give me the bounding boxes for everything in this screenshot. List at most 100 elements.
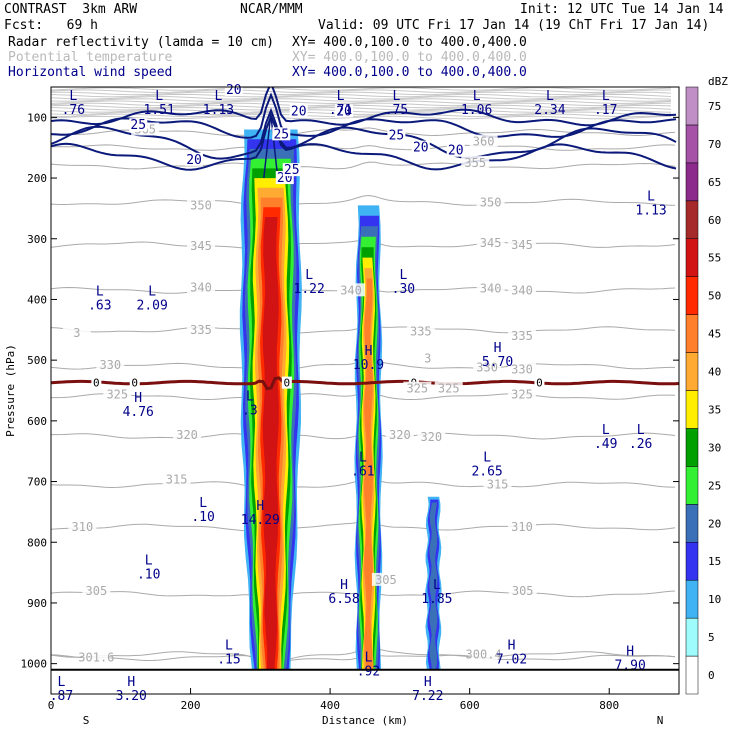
zero-line-label: 0 xyxy=(93,377,100,390)
y-axis-title: Pressure (hPa) xyxy=(4,344,17,437)
north-label: N xyxy=(657,714,664,727)
extremum-value: 1.13 xyxy=(203,103,234,118)
extremum-value: 1.22 xyxy=(294,282,325,297)
colorbar-swatch-75 xyxy=(685,86,699,126)
reflectivity-band-45dbz xyxy=(364,278,373,670)
theta-label: 301.6 xyxy=(78,651,114,665)
theta-label-bg xyxy=(103,387,132,401)
extremum-value: .10 xyxy=(191,510,214,525)
plot-frame xyxy=(50,86,680,695)
wind-speed-label: 20 xyxy=(448,144,464,159)
colorbar-swatch-70 xyxy=(685,124,699,164)
theta-label-bg xyxy=(508,283,536,297)
model-title: CONTRAST 3km ARW xyxy=(4,2,138,17)
theta-label-bg xyxy=(476,235,505,249)
y-tick-label: 200 xyxy=(27,172,47,185)
theta-label-bg xyxy=(469,134,498,148)
low-marker: L xyxy=(148,285,156,300)
theta-label: 335 xyxy=(190,323,212,337)
colorbar-label: 30 xyxy=(708,441,721,454)
colorbar-swatch-50 xyxy=(685,276,699,315)
low-marker: L xyxy=(58,675,66,690)
org-label: NCAR/MMM xyxy=(240,2,303,17)
theta-label-bg xyxy=(187,198,216,212)
extremum-value: 14.29 xyxy=(241,513,280,528)
low-marker: L xyxy=(392,89,400,104)
wind-speed-label: 25 xyxy=(273,127,289,142)
x-tick-label: 800 xyxy=(599,699,619,712)
theta-label: 350 xyxy=(480,195,502,209)
theta-label: 310 xyxy=(72,520,94,534)
colorbar-label: 45 xyxy=(708,328,721,341)
theta-label: 325 xyxy=(406,382,428,396)
colorbar-unit: dBZ xyxy=(708,75,728,88)
colorbar-swatch-25 xyxy=(685,466,699,505)
wind-contour-20 xyxy=(51,107,677,160)
theta-label: 330 xyxy=(99,358,121,372)
low-marker: L xyxy=(305,268,313,283)
theta-label-bg xyxy=(68,520,97,534)
field-xy-theta: XY= 400.0,100.0 to 400.0,400.0 xyxy=(292,50,527,65)
extremum-value: 7.22 xyxy=(412,689,443,704)
wind-speed-label: 20 xyxy=(186,153,202,168)
zero-label-bg xyxy=(534,376,545,389)
extremum-value: .71 xyxy=(329,103,352,118)
x-tick-label: 400 xyxy=(320,699,340,712)
wind-contour-spike xyxy=(263,114,279,179)
theta-label-bg xyxy=(187,280,216,294)
theta-label: 305 xyxy=(512,584,534,598)
wind-label-bg xyxy=(289,104,308,118)
x-axis-title: Distance (km) xyxy=(322,714,408,727)
theta-label: 335 xyxy=(410,325,432,339)
theta-label-bg xyxy=(508,362,536,376)
theta-label: 360 xyxy=(473,135,495,149)
high-marker: H xyxy=(424,675,432,690)
theta-label: 310 xyxy=(511,520,533,534)
high-marker: H xyxy=(626,645,634,660)
low-marker: L xyxy=(337,89,345,104)
y-tick-label: 100 xyxy=(27,111,47,124)
theta-label-bg xyxy=(173,427,202,441)
theta-label: 340 xyxy=(480,282,502,296)
theta-label-bg xyxy=(417,430,446,444)
theta-contour-strat xyxy=(51,93,672,98)
extremum-value: .30 xyxy=(392,282,415,297)
theta-label: 355 xyxy=(464,156,486,170)
extremum-value: 2.09 xyxy=(137,299,168,314)
wind-speed-label: 20 xyxy=(336,104,352,119)
zero-label-bg xyxy=(281,376,292,389)
init-time: Init: 12 UTC Tue 14 Jan 14 xyxy=(520,2,724,17)
theta-label-bg xyxy=(508,520,536,534)
colorbar-swatch-40 xyxy=(685,352,699,391)
wind-speed-label: 20 xyxy=(291,104,307,119)
colorbar-swatch-45 xyxy=(685,314,699,353)
extremum-value: .49 xyxy=(594,437,617,452)
y-tick-label: 1000 xyxy=(21,658,48,671)
theta-label-bg xyxy=(371,572,400,586)
theta-label: 300.4 xyxy=(466,648,502,662)
extremum-value: .3 xyxy=(242,404,258,419)
low-marker: L xyxy=(96,285,104,300)
theta-label: 330 xyxy=(511,362,533,376)
theta-contour-strat xyxy=(51,95,672,100)
theta-label-bg xyxy=(483,477,512,491)
theta-label-bg xyxy=(187,322,216,336)
high-marker: H xyxy=(494,341,502,356)
low-marker: L xyxy=(225,639,233,654)
theta-label: 3 xyxy=(73,326,80,340)
theta-label-bg xyxy=(82,650,111,664)
extremum-value: 7.02 xyxy=(496,653,527,668)
theta-contour-strat xyxy=(51,89,672,94)
theta-label: 345 xyxy=(190,239,212,253)
theta-label-bg xyxy=(508,328,536,342)
theta-label: 305 xyxy=(86,584,108,598)
y-tick-label: 800 xyxy=(27,536,47,549)
theta-label: 3 xyxy=(424,351,431,365)
wind-label-bg xyxy=(129,118,148,132)
x-tick-label: 0 xyxy=(48,699,55,712)
theta-contour-strat xyxy=(51,102,672,107)
colorbar-swatch-0 xyxy=(685,655,699,695)
theta-contour-strat xyxy=(51,87,672,91)
